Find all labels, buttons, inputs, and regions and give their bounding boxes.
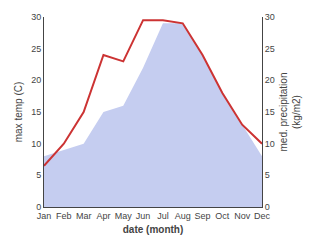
svg-text:Nov: Nov xyxy=(234,211,251,221)
svg-text:20: 20 xyxy=(265,75,275,85)
svg-text:Mar: Mar xyxy=(76,211,92,221)
svg-text:10: 10 xyxy=(31,139,41,149)
svg-text:5: 5 xyxy=(36,170,41,180)
svg-text:date (month): date (month) xyxy=(123,224,184,235)
svg-text:Jun: Jun xyxy=(136,211,151,221)
svg-text:Sep: Sep xyxy=(195,211,211,221)
svg-text:Aug: Aug xyxy=(175,211,191,221)
svg-text:5: 5 xyxy=(265,170,270,180)
svg-text:Jan: Jan xyxy=(37,211,52,221)
svg-text:20: 20 xyxy=(31,75,41,85)
svg-text:Apr: Apr xyxy=(96,211,110,221)
svg-text:0: 0 xyxy=(36,202,41,212)
svg-text:Oct: Oct xyxy=(215,211,230,221)
svg-text:Feb: Feb xyxy=(56,211,72,221)
svg-text:25: 25 xyxy=(31,44,41,54)
svg-text:25: 25 xyxy=(265,44,275,54)
svg-text:Dec: Dec xyxy=(254,211,271,221)
svg-text:Jul: Jul xyxy=(157,211,169,221)
svg-text:med. precipitation(kg/m2): med. precipitation(kg/m2) xyxy=(278,73,302,152)
svg-text:0: 0 xyxy=(265,202,270,212)
svg-text:10: 10 xyxy=(265,139,275,149)
svg-text:30: 30 xyxy=(31,12,41,22)
svg-text:May: May xyxy=(115,211,133,221)
svg-text:30: 30 xyxy=(265,12,275,22)
svg-text:15: 15 xyxy=(265,107,275,117)
svg-text:max temp (C): max temp (C) xyxy=(13,82,24,143)
svg-text:15: 15 xyxy=(31,107,41,117)
